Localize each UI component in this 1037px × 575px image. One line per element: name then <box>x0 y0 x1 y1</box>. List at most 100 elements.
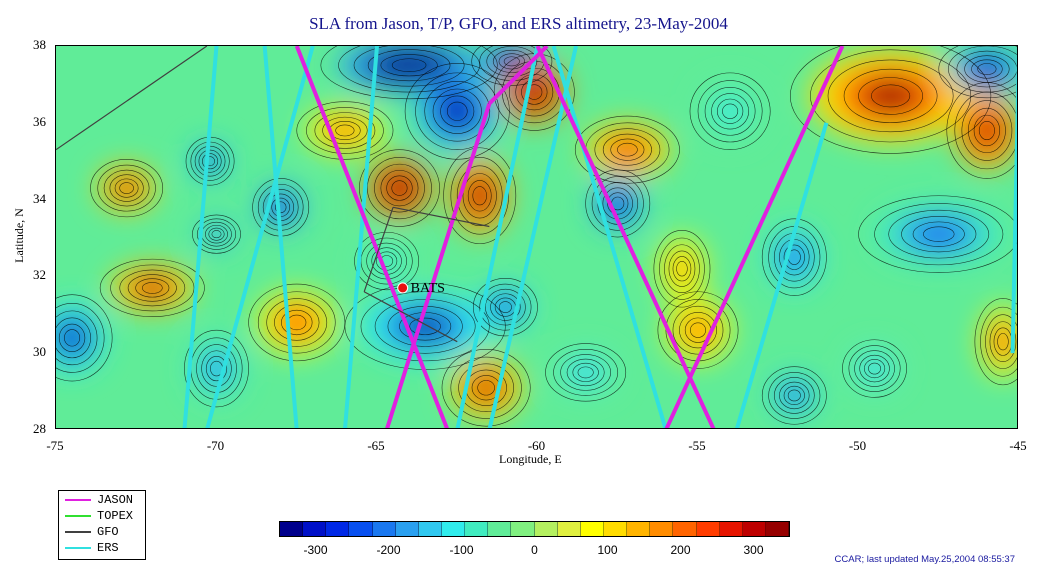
contour-line <box>997 333 1009 351</box>
ers-track <box>205 46 315 428</box>
contour-line <box>432 88 482 134</box>
contour-line <box>109 174 144 202</box>
x-axis-label: Longitude, E <box>499 452 562 466</box>
contour-line <box>498 301 512 313</box>
contour-line <box>211 230 222 239</box>
contour-line <box>119 182 134 194</box>
contour-line <box>783 385 805 405</box>
colorbar <box>279 521 790 537</box>
legend-label-gfo: GFO <box>97 525 119 539</box>
contour-line <box>296 101 394 160</box>
x-tick-label: -45 <box>1009 438 1027 453</box>
colorbar-bin <box>349 522 373 536</box>
contour-line <box>314 112 376 149</box>
contour-line <box>409 317 441 335</box>
contour-line <box>467 180 492 212</box>
ers-track <box>551 46 668 428</box>
contour-line <box>874 203 1004 266</box>
contour-line <box>99 258 205 318</box>
contour-line <box>274 304 320 341</box>
contour-line <box>858 77 923 115</box>
contour-line <box>704 87 756 136</box>
ers-track <box>455 46 540 428</box>
contour-line <box>594 128 661 171</box>
contour-line <box>768 372 821 419</box>
colorbar-tick-label: 100 <box>597 543 618 557</box>
contour-line <box>689 322 707 338</box>
contour-line <box>135 278 170 298</box>
contour-line <box>127 274 177 302</box>
ers-track <box>182 46 219 428</box>
legend-label-ers: ERS <box>97 541 119 555</box>
contour-line <box>787 389 801 402</box>
contour-line <box>441 349 531 427</box>
contour-line <box>689 72 771 150</box>
contour-line <box>515 73 554 111</box>
legend-item-ers: ERS <box>65 541 119 555</box>
satellite-tracks <box>56 46 1017 428</box>
contour-line <box>103 169 150 207</box>
gfo-track <box>392 206 490 228</box>
contour-line <box>471 46 553 86</box>
contour-line <box>617 142 638 157</box>
legend-item-gfo: GFO <box>65 525 119 539</box>
colorbar-bin <box>673 522 697 536</box>
contour-line <box>192 214 241 254</box>
contour-line <box>320 46 498 100</box>
contour-line <box>871 84 911 108</box>
contour-line <box>961 100 1013 161</box>
colorbar-bin <box>696 522 720 536</box>
y-tick-label: 28 <box>33 421 46 436</box>
colorbar-tick-label: -100 <box>449 543 474 557</box>
legend-swatch-jason <box>65 499 91 501</box>
y-axis-label: Latitude, N <box>11 208 26 263</box>
colorbar-bin <box>372 522 396 536</box>
contour-line <box>450 157 509 235</box>
legend-item-jason: JASON <box>65 493 133 507</box>
contour-line <box>566 358 605 387</box>
colorbar-bin <box>280 522 304 536</box>
contour-line <box>653 230 711 308</box>
colorbar-bin <box>441 522 466 536</box>
contour-line <box>521 79 548 105</box>
colorbar-bin <box>719 522 743 536</box>
colorbar-bin <box>418 522 442 536</box>
contour-line <box>761 366 827 425</box>
contour-line <box>560 354 611 391</box>
colorbar-bin <box>627 522 651 536</box>
contour-line <box>967 107 1006 154</box>
contour-line <box>716 98 744 124</box>
legend-swatch-gfo <box>65 531 91 533</box>
y-tick-label: 30 <box>33 344 46 360</box>
x-tick-label: -75 <box>46 438 64 453</box>
contour-line <box>912 221 965 247</box>
contour-line <box>574 115 680 184</box>
ers-track <box>1010 46 1017 354</box>
contour-line <box>980 306 1017 377</box>
contour-line <box>843 68 938 123</box>
contour-line <box>938 46 1017 99</box>
colorbar-bin <box>580 522 604 536</box>
contour-line <box>354 231 420 291</box>
contour-line <box>335 124 355 137</box>
update-timestamp: CCAR; last updated May.25,2004 08:55:37 <box>834 554 1015 565</box>
contour-line <box>205 355 228 382</box>
colorbar-tick-label: 0 <box>531 543 538 557</box>
contour-line <box>443 147 517 245</box>
colorbar-tick-label: 200 <box>670 543 691 557</box>
contour-line <box>458 363 514 413</box>
contour-line <box>790 46 992 154</box>
contour-line <box>711 93 750 130</box>
contour-line <box>472 186 487 206</box>
contour-line <box>863 359 886 379</box>
y-tick-label: 34 <box>33 190 46 206</box>
contour-line <box>58 323 86 352</box>
contour-line <box>779 381 810 410</box>
ers-track <box>487 46 578 428</box>
contour-line <box>97 164 156 212</box>
contour-line <box>901 216 977 253</box>
contour-line <box>306 107 384 154</box>
contour-line <box>591 176 644 231</box>
page-title: SLA from Jason, T/P, GFO, and ERS altime… <box>309 14 728 33</box>
contour-line <box>380 54 438 77</box>
